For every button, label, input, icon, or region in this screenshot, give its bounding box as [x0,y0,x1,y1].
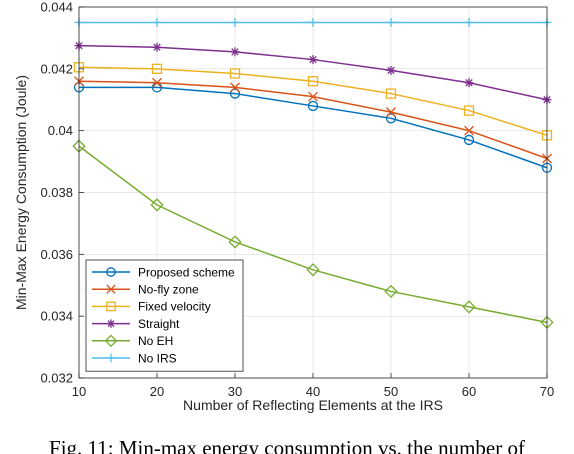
circle-marker [229,88,241,99]
square-marker [106,301,116,312]
y-axis-label: Min-Max Energy Consumption (Joule) [13,75,29,310]
y-tick-label: 0.042 [40,61,73,76]
circle-marker [463,134,475,146]
square-marker [229,68,241,79]
legend-label: Proposed scheme [138,265,235,279]
x-marker [152,77,162,88]
y-tick-label: 0.04 [48,123,73,138]
plus-marker [152,17,162,27]
circle-marker [385,113,397,124]
square-marker [151,63,163,74]
x-tick-label: 10 [72,384,86,399]
x-marker [230,82,240,93]
plus-marker [386,17,396,27]
x-tick-label: 70 [540,384,554,399]
y-tick-label: 0.036 [40,247,73,262]
square-marker [307,76,319,87]
square-marker [385,88,397,99]
plus-marker [106,353,116,363]
x-tick-label: 30 [228,384,242,399]
series-line [79,86,548,169]
asterisk-marker [308,55,318,65]
y-tick-label: 0.044 [40,0,73,15]
asterisk-marker [230,47,240,57]
x-tick-label: 40 [306,384,320,399]
legend-item: Proposed scheme [92,265,235,279]
plus-marker [464,17,474,27]
y-tick-label: 0.032 [40,371,73,386]
diamond-marker [150,198,164,212]
asterisk-marker [386,65,396,75]
legend-label: Straight [138,317,180,331]
plus-marker [230,17,240,27]
series-layer [72,17,554,329]
x-marker [464,125,474,136]
x-axis-label: Number of Reflecting Elements at the IRS [183,397,443,413]
legend-label: No IRS [138,351,177,365]
legend-label: No-fly zone [138,283,199,297]
series-no-irs [74,17,552,27]
circle-marker [106,267,116,277]
x-tick-label: 20 [150,384,164,399]
x-tick-label: 50 [384,384,398,399]
diamond-marker [462,300,476,314]
legend: Proposed scheme No-fly zone Fixed velocity… [85,259,244,372]
legend-label: No EH [138,334,173,348]
asterisk-marker [106,319,116,328]
y-tick-label: 0.034 [40,309,73,324]
figure-caption: Fig. 11: Min-max energy consumption vs. … [49,436,525,454]
axis-ticks: 10 20 30 40 50 60 70 0.032 0.034 0.036 0.038 0.04 0.… [40,0,554,399]
legend-item: Fixed velocity [92,300,211,314]
asterisk-marker [152,42,162,52]
x-marker [106,284,116,294]
series-straight [74,41,552,105]
series-proposed-scheme [73,82,553,173]
legend-box [85,259,244,372]
legend-item: No IRS [92,351,177,365]
circle-marker [307,100,319,112]
diamond-marker [384,284,398,299]
y-tick-label: 0.038 [40,185,73,200]
series-line [78,145,548,324]
x-marker [308,91,318,102]
series-no-eh [72,139,554,329]
diamond-marker [306,263,320,277]
line-chart: 10 20 30 40 50 60 70 0.032 0.034 0.036 0.038 0.04 0.… [13,0,554,413]
diamond-marker [104,334,118,348]
asterisk-marker [464,78,474,88]
legend-item: No EH [92,334,173,348]
x-tick-label: 60 [462,384,476,399]
square-marker [463,105,475,116]
legend-label: Fixed velocity [138,300,211,314]
diamond-marker [228,235,242,249]
plus-marker [308,17,318,27]
x-marker [386,107,396,118]
legend-item: No-fly zone [92,283,199,297]
legend-item: Straight [92,317,180,331]
series-line [78,66,548,137]
